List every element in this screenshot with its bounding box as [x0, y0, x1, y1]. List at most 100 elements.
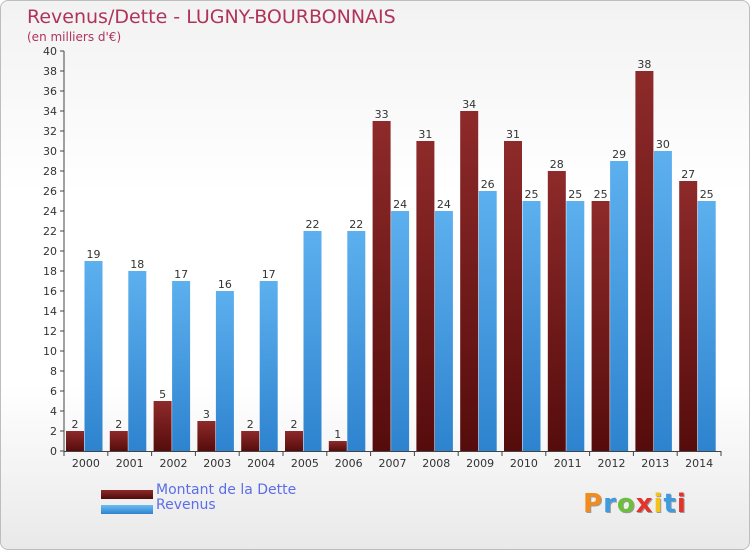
y-tick-label: 22 [43, 225, 57, 238]
bar-revenus [259, 281, 278, 451]
data-label: 27 [681, 168, 695, 181]
y-tick-label: 36 [43, 85, 57, 98]
y-tick-label: 6 [50, 385, 57, 398]
y-tick-label: 8 [50, 365, 57, 378]
data-label: 2 [247, 418, 254, 431]
data-label: 17 [262, 268, 276, 281]
bar-revenus [347, 231, 366, 451]
y-tick-label: 12 [43, 325, 57, 338]
bar-dette [591, 201, 610, 451]
legend-swatch-revenus [101, 505, 153, 514]
legend-label-dette: Montant de la Dette [156, 482, 297, 498]
data-label: 3 [203, 408, 210, 421]
data-label: 25 [568, 188, 582, 201]
bar-dette [416, 141, 435, 451]
bar-revenus [172, 281, 191, 451]
data-label: 34 [462, 98, 476, 111]
x-tick-label: 2006 [335, 457, 363, 470]
legend-swatch-dette [101, 490, 153, 499]
bar-revenus [391, 211, 410, 451]
x-tick-label: 2004 [247, 457, 275, 470]
bar-dette [547, 171, 566, 451]
bar-dette [66, 431, 84, 451]
data-label: 2 [115, 418, 122, 431]
axes: 0246810121416182022242628303234363840200… [43, 45, 722, 470]
y-tick-label: 40 [43, 45, 57, 58]
chart-title: Revenus/Dette - LUGNY-BOURBONNAIS [27, 6, 396, 28]
bar-revenus [128, 271, 147, 451]
bar-revenus [434, 211, 453, 451]
bar-revenus [303, 231, 322, 451]
data-label: 1 [334, 428, 341, 441]
x-tick-label: 2013 [641, 457, 669, 470]
data-label: 16 [218, 278, 232, 291]
bar-revenus [478, 191, 497, 451]
data-label: 22 [349, 218, 363, 231]
x-tick-label: 2003 [203, 457, 231, 470]
y-tick-label: 10 [43, 345, 57, 358]
y-tick-label: 20 [43, 245, 57, 258]
bar-dette [679, 181, 698, 451]
y-tick-label: 18 [43, 265, 57, 278]
x-tick-label: 2002 [160, 457, 188, 470]
y-tick-label: 28 [43, 165, 57, 178]
data-label: 5 [159, 388, 166, 401]
data-label: 25 [594, 188, 608, 201]
data-label: 24 [437, 198, 451, 211]
bar-revenus [610, 161, 629, 451]
y-tick-label: 0 [50, 445, 57, 458]
bar-dette [504, 141, 522, 451]
y-tick-label: 2 [50, 425, 57, 438]
data-label: 30 [656, 138, 670, 151]
data-label: 33 [375, 108, 389, 121]
data-label: 31 [506, 128, 520, 141]
x-tick-label: 2010 [510, 457, 538, 470]
y-tick-label: 24 [43, 205, 57, 218]
bar-dette [635, 71, 654, 451]
x-tick-label: 2008 [422, 457, 450, 470]
data-label: 25 [700, 188, 714, 201]
y-tick-label: 34 [43, 105, 57, 118]
bar-revenus [697, 201, 716, 451]
bar-dette [197, 421, 216, 451]
x-tick-label: 2001 [116, 457, 144, 470]
x-tick-label: 2009 [466, 457, 494, 470]
data-label: 17 [174, 268, 188, 281]
bar-revenus [653, 151, 672, 451]
data-label: 38 [637, 58, 651, 71]
bar-dette [372, 121, 391, 451]
data-label: 22 [306, 218, 320, 231]
x-tick-label: 2012 [598, 457, 626, 470]
x-tick-label: 2005 [291, 457, 319, 470]
bar-dette [153, 401, 172, 451]
bar-dette [285, 431, 303, 451]
data-label: 28 [550, 158, 564, 171]
x-tick-label: 2011 [554, 457, 582, 470]
data-label: 31 [418, 128, 432, 141]
y-tick-label: 14 [43, 305, 57, 318]
y-tick-label: 30 [43, 145, 57, 158]
data-label: 18 [130, 258, 144, 271]
bar-revenus [84, 261, 103, 451]
bar-revenus [215, 291, 234, 451]
data-label: 29 [612, 148, 626, 161]
y-tick-label: 4 [50, 405, 57, 418]
data-label: 2 [291, 418, 298, 431]
data-label: 26 [481, 178, 495, 191]
data-label: 19 [87, 248, 101, 261]
y-tick-label: 38 [43, 65, 57, 78]
bar-dette [460, 111, 479, 451]
x-tick-label: 2007 [379, 457, 407, 470]
bar-dette [241, 431, 260, 451]
bar-revenus [566, 201, 585, 451]
chart-subtitle: (en milliers d'€) [27, 30, 122, 44]
y-tick-label: 16 [43, 285, 57, 298]
y-tick-label: 32 [43, 125, 57, 138]
bar-revenus [522, 201, 541, 451]
proxiti-logo: Proxiti [583, 489, 687, 519]
bars [66, 71, 716, 451]
legend-label-revenus: Revenus [156, 497, 216, 513]
